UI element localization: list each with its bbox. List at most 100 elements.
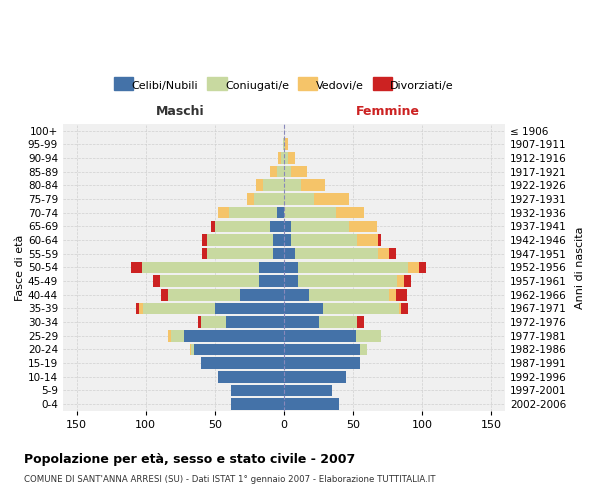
Bar [256, 180, 263, 191]
Bar [161, 289, 168, 300]
Bar [143, 302, 215, 314]
Bar [284, 262, 298, 273]
Bar [295, 248, 378, 260]
Bar [142, 262, 259, 273]
Bar [283, 138, 284, 150]
Legend: Celibi/Nubili, Coniugati/e, Vedovi/e, Divorziati/e: Celibi/Nubili, Coniugati/e, Vedovi/e, Di… [112, 78, 456, 93]
Bar [301, 180, 325, 191]
Bar [284, 193, 314, 205]
Bar [211, 220, 215, 232]
Y-axis label: Anni di nascita: Anni di nascita [575, 226, 585, 308]
Bar [291, 220, 349, 232]
Bar [286, 138, 288, 150]
Bar [206, 248, 273, 260]
Bar [284, 234, 291, 246]
Bar [284, 289, 309, 300]
Bar [401, 302, 409, 314]
Bar [218, 207, 229, 218]
Bar [323, 302, 398, 314]
Bar [288, 152, 295, 164]
Text: Femmine: Femmine [356, 106, 420, 118]
Bar [298, 275, 397, 287]
Bar [229, 207, 277, 218]
Bar [398, 302, 401, 314]
Bar [284, 344, 360, 355]
Bar [284, 330, 356, 342]
Text: Maschi: Maschi [156, 106, 205, 118]
Bar [284, 302, 323, 314]
Bar [273, 248, 284, 260]
Bar [409, 262, 419, 273]
Bar [184, 330, 284, 342]
Bar [298, 262, 409, 273]
Bar [360, 344, 367, 355]
Bar [284, 220, 291, 232]
Bar [202, 234, 206, 246]
Bar [270, 220, 284, 232]
Bar [281, 152, 284, 164]
Bar [284, 398, 339, 410]
Bar [284, 180, 301, 191]
Bar [284, 275, 298, 287]
Bar [284, 152, 288, 164]
Bar [284, 316, 319, 328]
Y-axis label: Fasce di età: Fasce di età [15, 234, 25, 300]
Bar [284, 207, 337, 218]
Bar [419, 262, 426, 273]
Bar [284, 248, 295, 260]
Bar [284, 138, 286, 150]
Bar [215, 302, 284, 314]
Bar [131, 262, 142, 273]
Bar [254, 193, 284, 205]
Bar [218, 371, 284, 382]
Bar [291, 234, 357, 246]
Bar [191, 344, 194, 355]
Bar [337, 207, 364, 218]
Bar [273, 234, 284, 246]
Bar [357, 316, 364, 328]
Bar [309, 289, 389, 300]
Bar [356, 330, 380, 342]
Bar [378, 248, 389, 260]
Bar [277, 166, 284, 177]
Bar [226, 316, 284, 328]
Bar [396, 289, 407, 300]
Bar [136, 302, 139, 314]
Bar [314, 193, 349, 205]
Bar [259, 262, 284, 273]
Bar [215, 220, 270, 232]
Bar [259, 275, 284, 287]
Bar [284, 384, 332, 396]
Bar [160, 275, 259, 287]
Bar [202, 248, 206, 260]
Bar [139, 302, 143, 314]
Text: COMUNE DI SANT'ANNA ARRESI (SU) - Dati ISTAT 1° gennaio 2007 - Elaborazione TUTT: COMUNE DI SANT'ANNA ARRESI (SU) - Dati I… [24, 475, 436, 484]
Bar [168, 289, 240, 300]
Bar [168, 330, 170, 342]
Bar [404, 275, 411, 287]
Bar [389, 289, 396, 300]
Bar [232, 384, 284, 396]
Bar [291, 166, 307, 177]
Bar [232, 398, 284, 410]
Bar [277, 207, 284, 218]
Bar [194, 344, 284, 355]
Bar [397, 275, 404, 287]
Bar [240, 289, 284, 300]
Bar [278, 152, 281, 164]
Bar [270, 166, 277, 177]
Bar [247, 193, 254, 205]
Bar [284, 166, 291, 177]
Bar [201, 358, 284, 369]
Text: Popolazione per età, sesso e stato civile - 2007: Popolazione per età, sesso e stato civil… [24, 452, 355, 466]
Bar [349, 220, 377, 232]
Bar [319, 316, 357, 328]
Bar [190, 344, 191, 355]
Bar [284, 358, 360, 369]
Bar [201, 316, 226, 328]
Bar [170, 330, 184, 342]
Bar [153, 275, 160, 287]
Bar [284, 371, 346, 382]
Bar [199, 316, 201, 328]
Bar [206, 234, 273, 246]
